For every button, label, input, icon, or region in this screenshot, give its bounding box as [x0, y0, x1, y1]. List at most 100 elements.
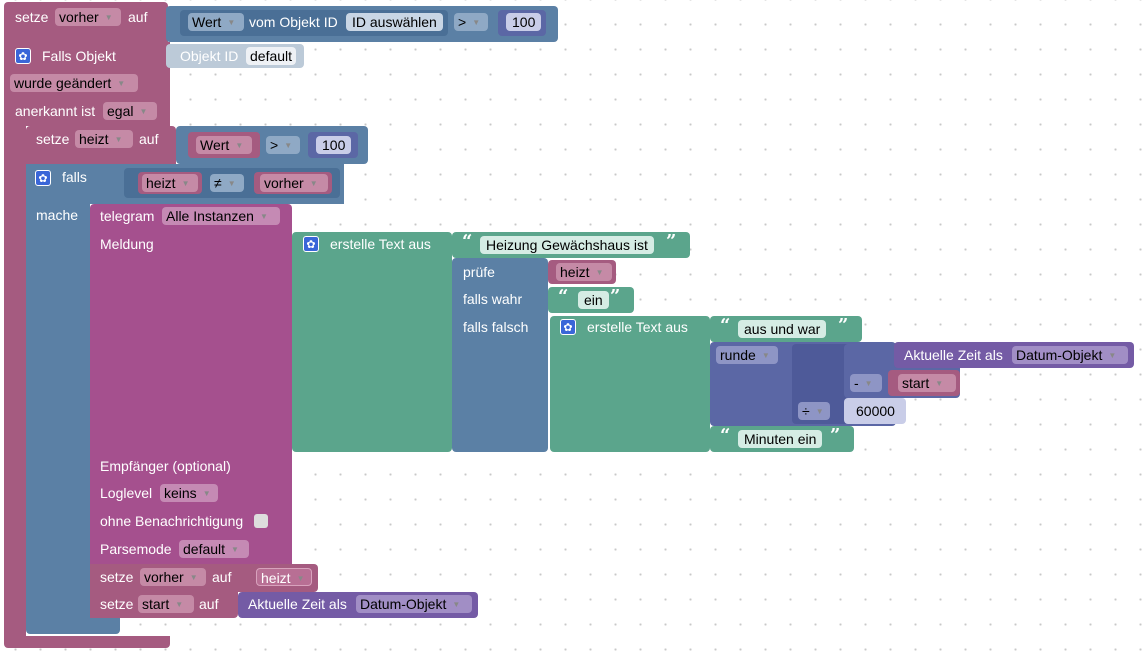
- trigger-block-left-arm: [4, 126, 26, 636]
- to-label: auf: [139, 131, 159, 147]
- set-label: setze: [36, 131, 70, 147]
- value-type-dropdown[interactable]: Wert ▼: [188, 13, 244, 31]
- do-label: mache: [36, 207, 79, 223]
- loglevel-dropdown[interactable]: keins ▼: [160, 484, 218, 502]
- now-label: Aktuelle Zeit als: [248, 596, 347, 612]
- chevron-down-icon: ▼: [309, 179, 318, 188]
- vorher-var-dropdown[interactable]: vorher ▼: [260, 174, 328, 192]
- string-field-aus[interactable]: aus und war: [738, 320, 827, 338]
- close-quote-icon: ”: [830, 425, 841, 446]
- chevron-down-icon: ▼: [472, 18, 481, 27]
- number-field-100-heizt[interactable]: 100: [316, 136, 352, 154]
- recipient-label: Empfänger (optional): [100, 458, 231, 474]
- round-dropdown[interactable]: runde ▼: [716, 346, 778, 364]
- to-label: auf: [212, 569, 232, 585]
- chevron-down-icon: ▼: [284, 141, 293, 150]
- string-field-heizung[interactable]: Heizung Gewächshaus ist: [480, 236, 654, 254]
- close-quote-icon: ”: [838, 315, 849, 336]
- chevron-down-icon: ▼: [761, 351, 770, 360]
- chevron-down-icon: ▼: [815, 407, 824, 416]
- now-type-dropdown[interactable]: Datum-Objekt ▼: [1012, 346, 1128, 364]
- now-label: Aktuelle Zeit als: [904, 347, 1003, 363]
- gear-icon[interactable]: ✿: [15, 48, 31, 64]
- object-id-label: Objekt ID: [180, 48, 239, 64]
- id-select-field[interactable]: ID auswählen: [346, 13, 443, 31]
- check-label: prüfe: [463, 264, 495, 280]
- ternary-block[interactable]: [452, 258, 548, 452]
- divide-operator-dropdown[interactable]: ÷ ▼: [798, 402, 830, 420]
- start-var-dropdown[interactable]: start ▼: [898, 374, 956, 392]
- ack-label: anerkannt ist: [15, 103, 96, 119]
- chevron-down-icon: ▼: [231, 545, 239, 554]
- chevron-down-icon: ▼: [189, 573, 198, 582]
- string-field-ein[interactable]: ein: [578, 291, 609, 309]
- check-var-dropdown[interactable]: heizt ▼: [556, 263, 612, 281]
- parsemode-label: Parsemode: [100, 541, 172, 557]
- telegram-block[interactable]: [90, 204, 292, 564]
- create-text-block[interactable]: [292, 232, 452, 452]
- heizt-var-dropdown[interactable]: heizt ▼: [142, 174, 198, 192]
- chevron-down-icon: ▼: [175, 600, 184, 609]
- chevron-down-icon: ▼: [296, 574, 305, 583]
- close-quote-icon: ”: [666, 231, 677, 252]
- chevron-down-icon: ▼: [1108, 351, 1117, 360]
- divisor-block[interactable]: [844, 398, 906, 424]
- trigger-label: Falls Objekt: [42, 48, 116, 64]
- chevron-down-icon: ▼: [259, 212, 268, 221]
- set-label: setze: [100, 569, 134, 585]
- if-false-label: falls falsch: [463, 319, 529, 335]
- gear-icon[interactable]: ✿: [35, 170, 51, 186]
- trigger-change-dropdown[interactable]: wurde geändert ▼: [10, 74, 138, 92]
- minus-operator-dropdown[interactable]: - ▼: [850, 374, 882, 392]
- now-type-dropdown-start[interactable]: Datum-Objekt ▼: [356, 595, 472, 613]
- chevron-down-icon: ▼: [452, 600, 461, 609]
- silent-label: ohne Benachrichtigung: [100, 513, 244, 529]
- gear-icon[interactable]: ✿: [560, 319, 576, 335]
- message-label: Meldung: [100, 236, 154, 252]
- chevron-down-icon: ▼: [227, 18, 236, 27]
- chevron-down-icon: ▼: [235, 141, 244, 150]
- var-dropdown-vorher[interactable]: vorher ▼: [55, 8, 121, 26]
- chevron-down-icon: ▼: [181, 179, 190, 188]
- trigger-block-bottom: [4, 636, 170, 648]
- open-quote-icon: “: [720, 315, 731, 336]
- if-label: falls: [62, 169, 87, 185]
- divisor-field[interactable]: 60000: [856, 403, 895, 419]
- loglevel-label: Loglevel: [100, 485, 153, 501]
- operator-dropdown-heizt[interactable]: > ▼: [266, 136, 300, 154]
- if-block-arm: [26, 204, 90, 622]
- ack-dropdown[interactable]: egal ▼: [103, 102, 157, 120]
- parsemode-dropdown[interactable]: default ▼: [179, 540, 249, 558]
- create-text-label-inner: erstelle Text aus: [587, 319, 688, 335]
- value-dropdown[interactable]: Wert ▼: [196, 136, 252, 154]
- chevron-down-icon: ▼: [595, 268, 604, 277]
- chevron-down-icon: ▼: [202, 489, 211, 498]
- chevron-down-icon: ▼: [104, 13, 113, 22]
- operator-dropdown-row1[interactable]: > ▼: [454, 13, 488, 31]
- vorher-dropdown[interactable]: vorher ▼: [140, 568, 206, 586]
- set-label: setze: [15, 9, 49, 25]
- object-id-field[interactable]: default: [246, 47, 297, 65]
- silent-checkbox[interactable]: [254, 514, 268, 528]
- number-field-100-row1[interactable]: 100: [506, 13, 542, 31]
- if-true-label: falls wahr: [463, 291, 523, 307]
- open-quote-icon: “: [720, 425, 731, 446]
- to-label: auf: [128, 9, 148, 25]
- start-dropdown[interactable]: start ▼: [138, 595, 194, 613]
- chevron-down-icon: ▼: [864, 379, 873, 388]
- chevron-down-icon: ▼: [117, 79, 126, 88]
- instance-dropdown[interactable]: Alle Instanzen ▼: [162, 207, 280, 225]
- chevron-down-icon: ▼: [935, 379, 944, 388]
- heizt-value-dropdown[interactable]: heizt ▼: [256, 568, 312, 586]
- chevron-down-icon: ▼: [227, 179, 236, 188]
- var-dropdown-heizt[interactable]: heizt ▼: [75, 130, 133, 148]
- close-quote-icon: ”: [610, 286, 621, 307]
- gear-icon[interactable]: ✿: [303, 236, 319, 252]
- telegram-label: telegram: [100, 208, 155, 224]
- create-text-block-inner[interactable]: [550, 316, 710, 452]
- string-field-minuten[interactable]: Minuten ein: [738, 430, 823, 448]
- open-quote-icon: “: [462, 231, 473, 252]
- neq-operator-dropdown[interactable]: ≠ ▼: [210, 174, 244, 192]
- open-quote-icon: “: [558, 286, 569, 307]
- from-id-label: vom Objekt ID: [249, 14, 338, 30]
